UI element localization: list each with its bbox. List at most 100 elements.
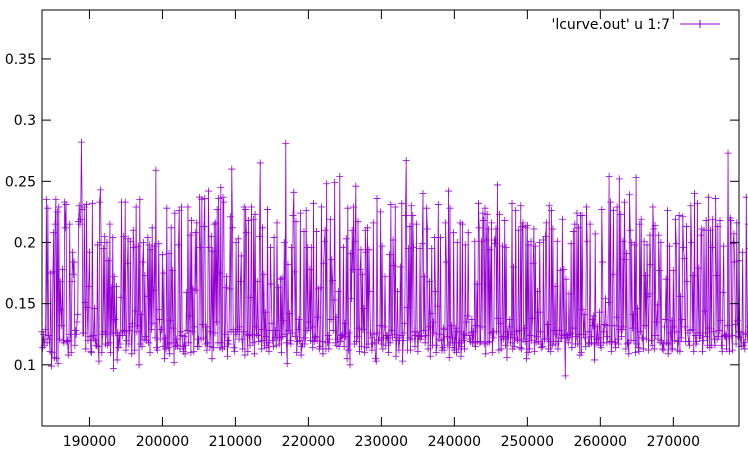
data-point	[416, 245, 424, 253]
data-point	[54, 360, 62, 368]
data-point	[702, 216, 710, 224]
data-point	[217, 183, 225, 191]
data-point	[610, 322, 618, 330]
data-point	[85, 248, 93, 256]
data-point	[385, 349, 393, 357]
data-point	[231, 347, 239, 355]
data-point	[625, 350, 633, 358]
data-point	[258, 224, 266, 232]
data-point	[619, 237, 627, 245]
data-point	[673, 328, 681, 336]
data-point	[433, 341, 441, 349]
data-point	[415, 331, 423, 339]
data-point	[58, 322, 66, 330]
data-point	[732, 340, 740, 348]
data-point	[419, 190, 427, 198]
data-point	[301, 334, 309, 342]
data-point	[326, 335, 334, 343]
data-point	[158, 251, 166, 259]
data-point	[288, 329, 296, 337]
data-point	[490, 334, 498, 342]
data-point	[156, 316, 163, 324]
data-point	[371, 339, 379, 347]
data-point	[509, 263, 517, 271]
data-point	[537, 344, 545, 352]
data-point	[355, 324, 363, 332]
data-point	[60, 339, 68, 347]
data-point	[358, 270, 366, 278]
data-point	[705, 324, 713, 332]
data-point	[406, 223, 414, 231]
data-point	[291, 268, 299, 276]
data-point	[97, 238, 105, 246]
data-point	[480, 340, 488, 348]
data-point	[535, 308, 543, 316]
data-point	[254, 331, 262, 339]
data-point	[650, 225, 658, 233]
data-point	[103, 238, 111, 246]
data-point	[345, 346, 353, 354]
data-point	[441, 325, 449, 333]
data-point	[707, 226, 715, 234]
data-point	[745, 326, 748, 328]
data-point	[598, 205, 606, 213]
data-point	[485, 338, 493, 346]
data-point	[523, 221, 531, 229]
axis-layer: 0.1 0.15 0.2 0.25 0.3 0.35 190000 200000 210000 2…	[5, 10, 739, 450]
data-point	[461, 345, 469, 353]
data-point	[269, 342, 277, 350]
data-point	[507, 330, 515, 338]
data-point	[491, 240, 499, 248]
data-point	[95, 357, 103, 365]
data-point	[693, 199, 701, 207]
data-point	[202, 323, 210, 331]
data-point	[353, 333, 361, 341]
data-point	[553, 330, 561, 338]
data-point	[193, 219, 201, 227]
data-point	[262, 333, 270, 341]
data-point	[690, 190, 698, 198]
data-point	[631, 241, 639, 249]
data-point	[531, 347, 539, 355]
data-point	[221, 330, 229, 338]
data-point	[102, 330, 110, 338]
data-point	[454, 328, 462, 336]
data-point	[307, 336, 315, 344]
data-point	[424, 345, 432, 353]
data-point	[132, 203, 140, 211]
data-point	[308, 323, 316, 331]
data-point	[205, 243, 213, 251]
data-point	[677, 334, 685, 342]
x-tick-label: 190000	[63, 434, 116, 450]
data-point	[736, 334, 744, 342]
data-point	[347, 295, 355, 303]
data-point	[354, 218, 362, 226]
data-point	[165, 249, 173, 257]
data-point	[632, 174, 640, 182]
data-point	[558, 215, 566, 223]
data-point	[356, 265, 364, 273]
data-point	[237, 252, 245, 260]
data-point	[513, 335, 521, 343]
data-point	[66, 330, 74, 338]
data-point	[602, 322, 610, 330]
data-point	[725, 333, 733, 341]
data-point	[237, 278, 245, 286]
data-point	[131, 307, 139, 315]
data-point	[293, 349, 301, 357]
data-point	[321, 226, 329, 234]
data-point	[168, 339, 176, 347]
data-point	[226, 285, 234, 293]
data-point	[367, 334, 375, 342]
data-point	[741, 345, 748, 353]
data-point	[618, 333, 625, 341]
data-point	[421, 339, 429, 347]
data-point	[607, 198, 615, 206]
data-point	[493, 181, 501, 189]
data-point	[204, 187, 212, 195]
data-point	[636, 220, 644, 228]
data-point	[274, 284, 282, 292]
data-point	[369, 219, 377, 227]
data-point	[352, 182, 360, 190]
data-point	[144, 234, 152, 242]
